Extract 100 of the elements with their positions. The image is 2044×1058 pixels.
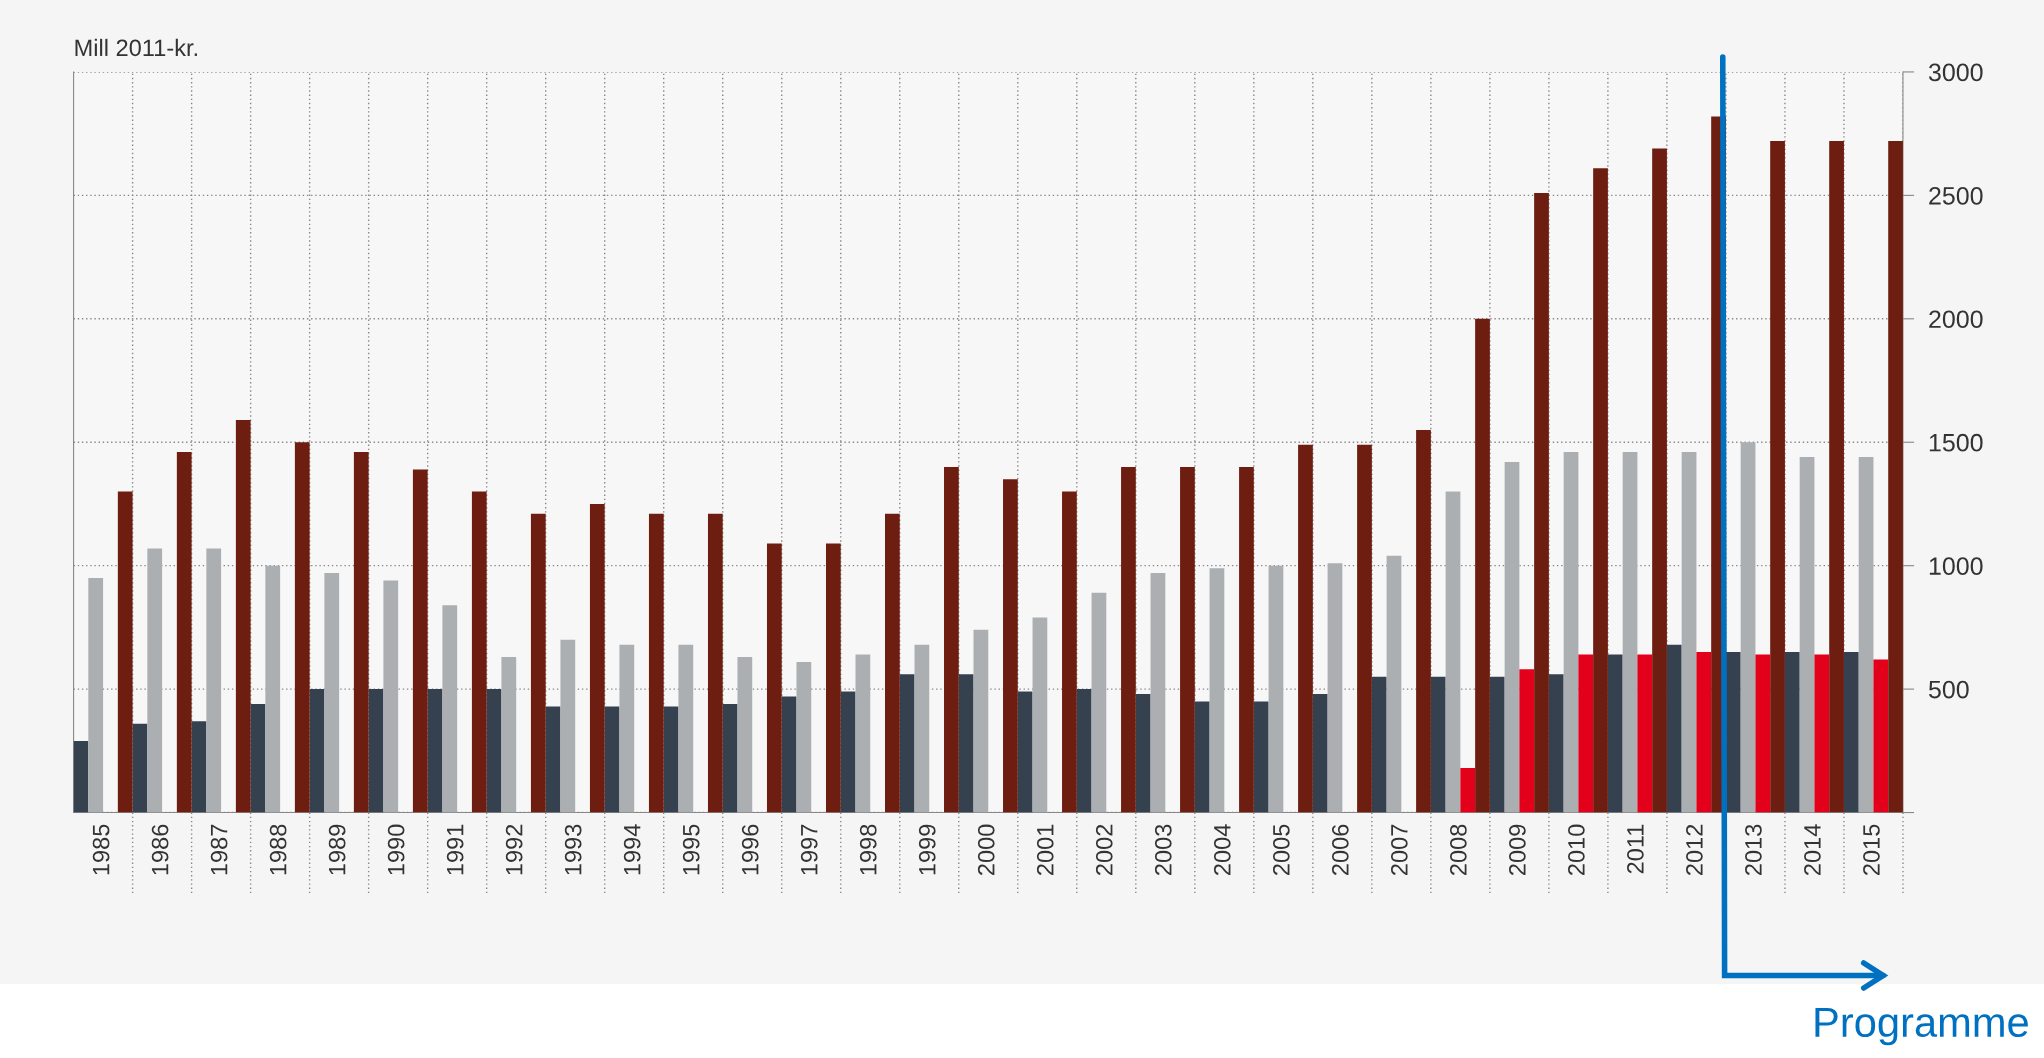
bar (663, 706, 679, 813)
bar (1416, 429, 1431, 813)
bar (1253, 701, 1269, 813)
bar (589, 503, 605, 813)
x-tick-label: 2002 (1095, 824, 1113, 875)
x-tick-label: 1989 (328, 824, 346, 875)
bar (1268, 565, 1284, 813)
x-tick-label: 1991 (446, 824, 464, 875)
bar (1327, 563, 1343, 813)
bar (1121, 466, 1136, 813)
x-tick-label: 1990 (387, 824, 405, 875)
bar (324, 573, 340, 813)
bar (1593, 168, 1608, 813)
bar (265, 565, 281, 813)
bar (1430, 676, 1446, 813)
bar (412, 469, 428, 813)
bar (471, 491, 487, 813)
x-tick-label: 1998 (859, 824, 877, 875)
bar (1696, 652, 1712, 813)
x-tick-label: 1994 (623, 824, 641, 875)
bar (1194, 701, 1210, 813)
x-tick-label: 1993 (564, 824, 582, 875)
bar (885, 513, 900, 813)
x-tick-label: 1988 (269, 824, 287, 875)
bar (707, 513, 723, 813)
bar (147, 548, 163, 813)
bar (1032, 617, 1048, 813)
x-tick-label: 2015 (1863, 824, 1880, 875)
bar (427, 689, 443, 813)
bar (530, 513, 546, 813)
bar (1607, 654, 1623, 813)
bar (648, 513, 664, 813)
bar (1563, 452, 1579, 813)
x-tick-label: 2008 (1449, 824, 1467, 875)
bar (1888, 141, 1903, 813)
x-tick-label: 2004 (1213, 824, 1231, 875)
bar (294, 442, 310, 813)
bar (191, 721, 207, 813)
bar (1858, 457, 1874, 813)
bar (722, 703, 738, 813)
x-tick-label: 1992 (505, 824, 523, 875)
bar (1076, 689, 1092, 813)
bar (1504, 461, 1520, 813)
y-tick-label: 1500 (1929, 433, 1983, 452)
bar (604, 706, 620, 813)
bar (1062, 491, 1077, 813)
x-tick-label: 2009 (1509, 824, 1526, 875)
bar (1445, 491, 1461, 813)
x-tick-label: 2010 (1568, 824, 1585, 875)
x-tick-label: 2013 (1745, 824, 1762, 875)
bar (1357, 444, 1372, 813)
bar (383, 580, 399, 813)
y-tick-label: 1000 (1929, 557, 1983, 575)
bar (235, 420, 251, 813)
bar (840, 691, 856, 813)
bar (1770, 141, 1785, 813)
x-tick-label: 1985 (92, 824, 110, 875)
x-tick-label: 2000 (977, 824, 995, 875)
bar (796, 661, 812, 813)
bar (250, 703, 266, 813)
bar (766, 543, 782, 813)
bar (1548, 674, 1564, 813)
bar (1180, 466, 1195, 813)
bar (1784, 652, 1800, 813)
bar (1017, 691, 1033, 813)
bar (176, 452, 192, 813)
bar (206, 548, 222, 813)
x-tick-label: 2011 (1627, 824, 1644, 874)
y-tick-label: 3000 (1928, 63, 1983, 82)
bar (1725, 652, 1741, 813)
bar (1534, 192, 1549, 813)
bar (973, 629, 989, 813)
bar (825, 543, 841, 813)
y-tick-label: 2000 (1929, 310, 1983, 329)
bar (501, 657, 517, 813)
bar (944, 466, 959, 813)
x-tick-label: 2007 (1390, 824, 1408, 875)
bar (1578, 654, 1594, 813)
bar (1312, 694, 1328, 813)
bar (368, 689, 384, 813)
x-tick-label: 2012 (1686, 824, 1703, 875)
bar (899, 674, 915, 813)
x-tick-label: 2014 (1804, 824, 1821, 875)
bar (1150, 573, 1166, 813)
bar (1637, 654, 1653, 813)
bar (1298, 444, 1313, 813)
bar (309, 689, 325, 813)
bar (1460, 768, 1476, 813)
text: Programme (1815, 1007, 2028, 1046)
x-tick-label: 2003 (1154, 824, 1172, 875)
y-tick-label: 500 (1928, 680, 1969, 699)
y-axis-title: Mill 2011-kr. (75, 38, 197, 57)
bar (737, 657, 753, 813)
bar (1489, 676, 1505, 813)
y-tick-label: 2500 (1929, 186, 1983, 205)
bar (1239, 466, 1254, 813)
x-tick-label: 1999 (918, 824, 936, 875)
bar (1622, 452, 1638, 813)
bar (1519, 669, 1535, 813)
bar (73, 740, 89, 813)
